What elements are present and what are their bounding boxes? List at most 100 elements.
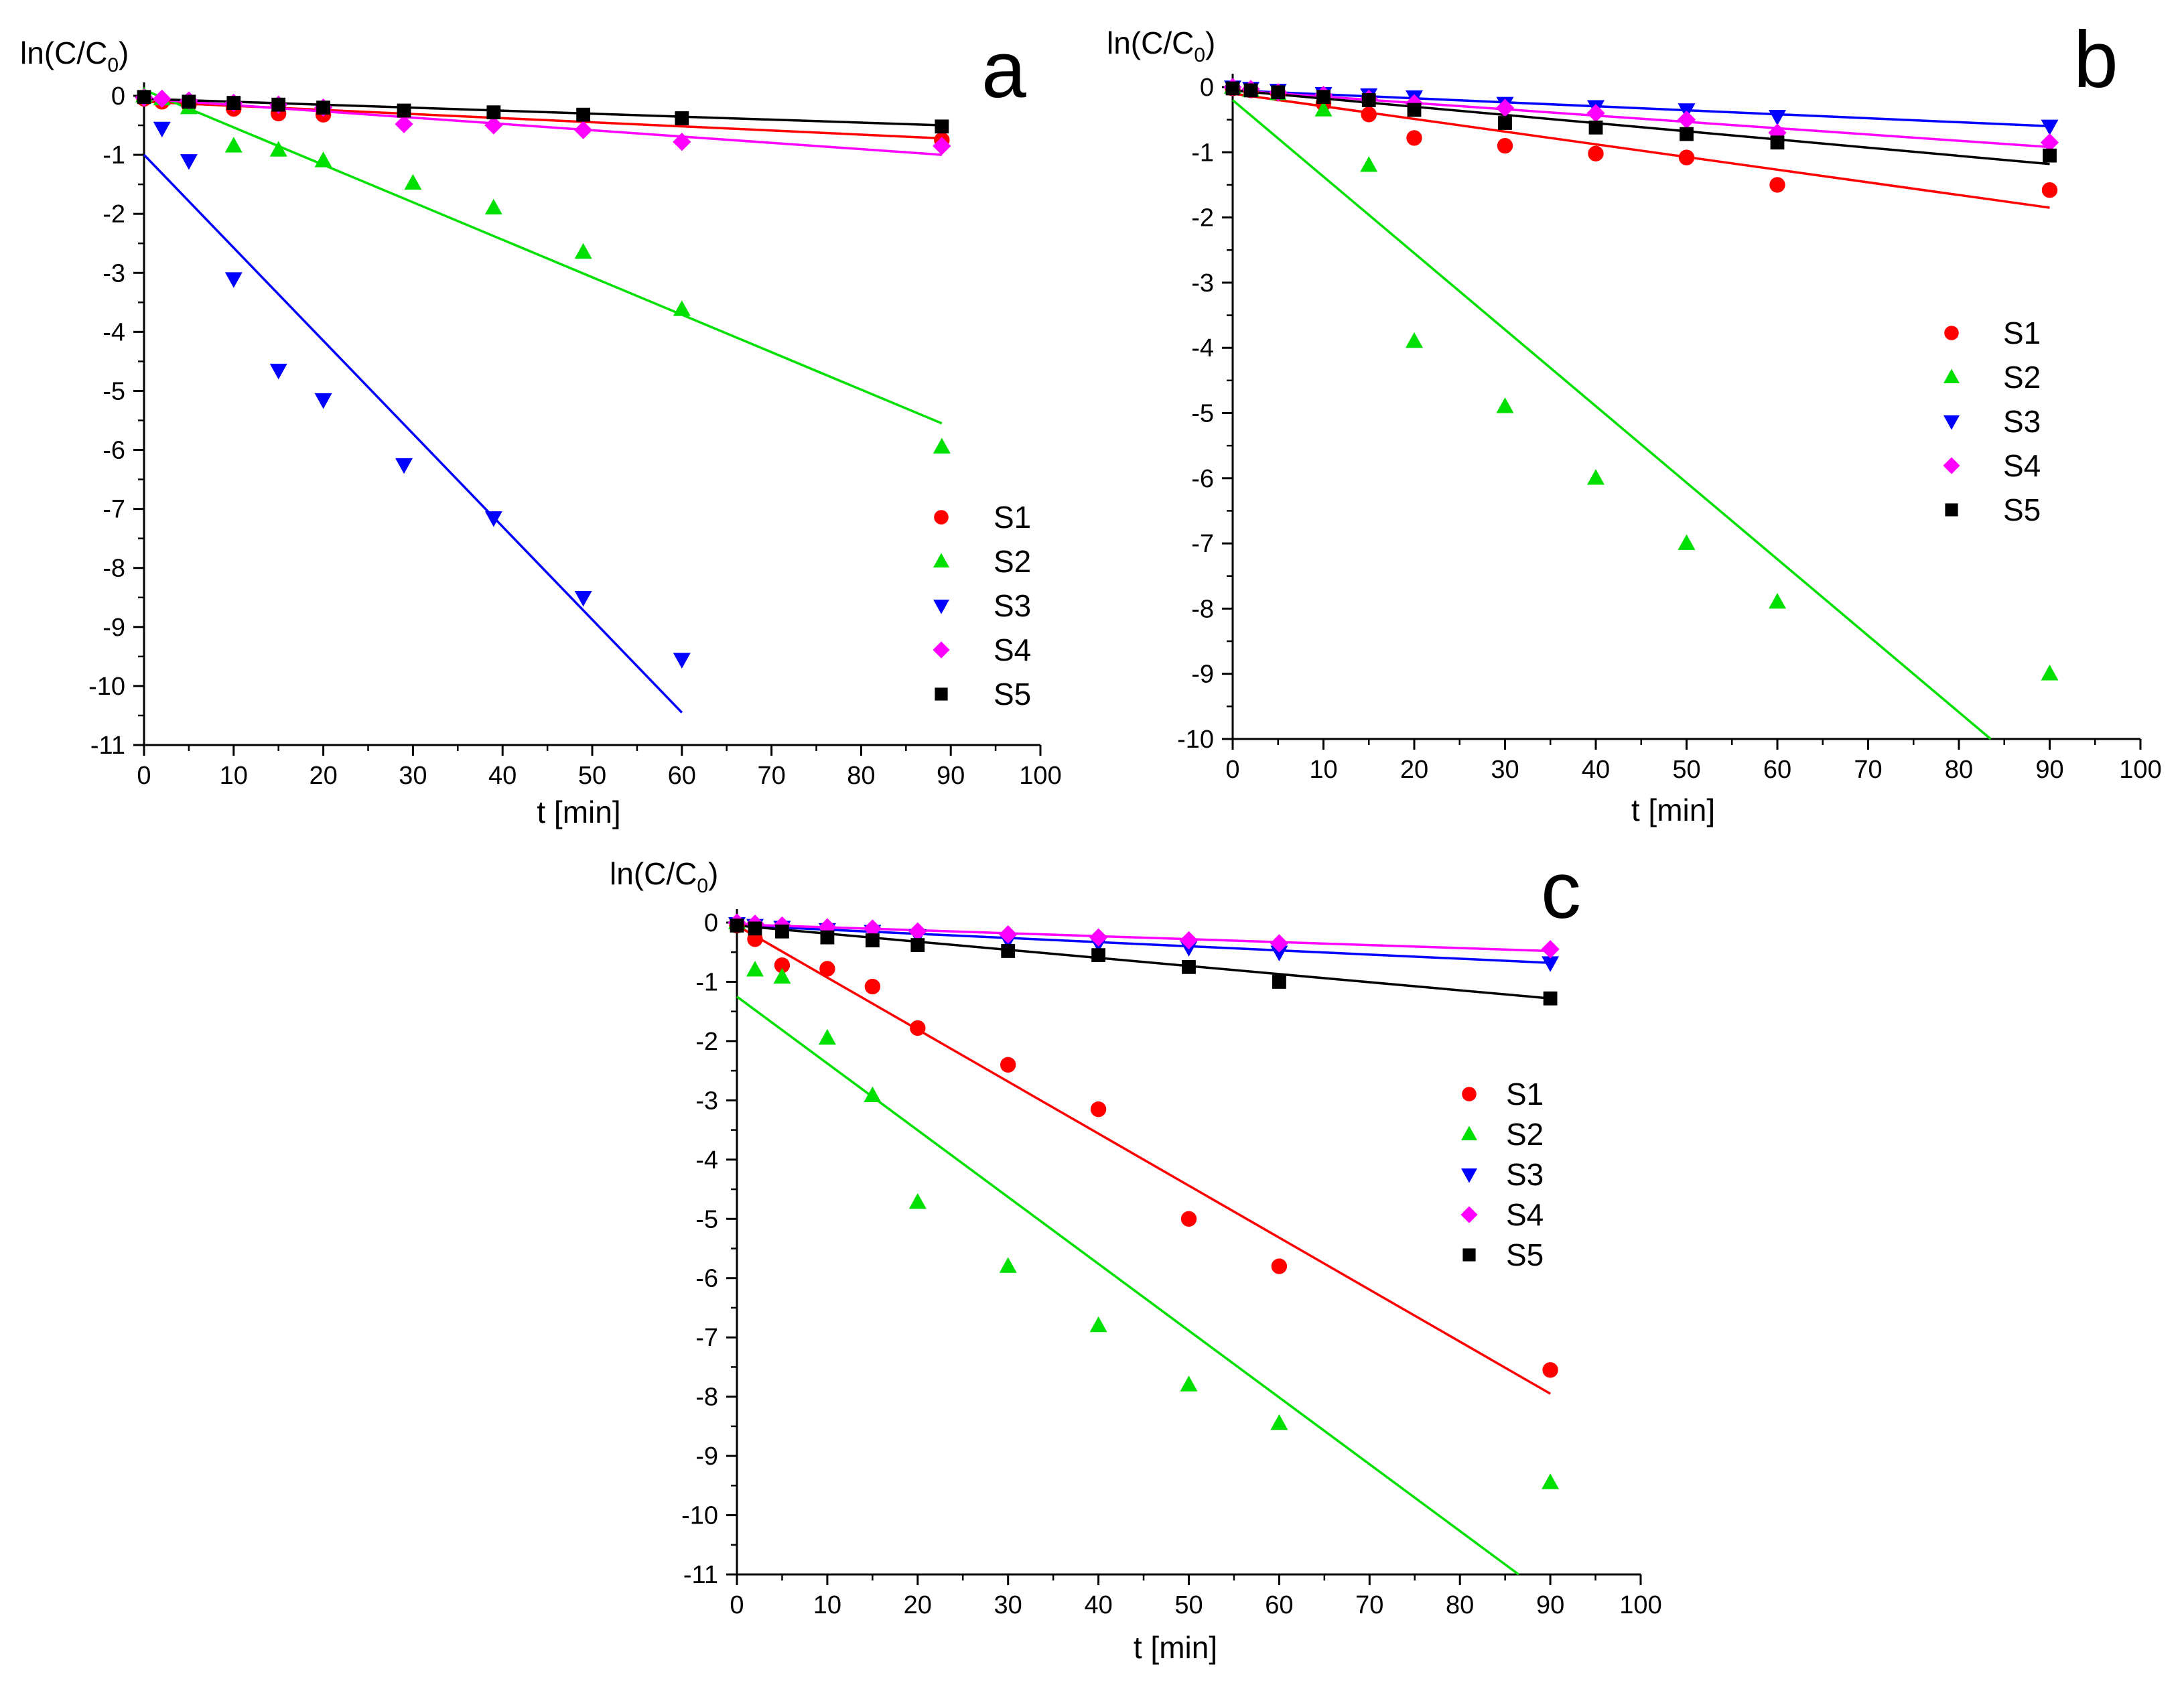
x-tick-label: 0 — [137, 762, 151, 790]
x-tick-label: 70 — [757, 762, 785, 790]
y-tick-label: -7 — [695, 1324, 718, 1352]
data-point-s1 — [2041, 182, 2058, 198]
data-point-s5 — [486, 105, 501, 120]
y-tick-label: -4 — [103, 318, 125, 346]
data-point-s3 — [1769, 110, 1786, 126]
data-point-s2 — [999, 1257, 1017, 1273]
y-tick-label: -10 — [88, 673, 125, 701]
chart-panel-c: c 0 10 20 30 40 50 60 70 80 90 100 0 -1 -2 -3 -4 -5 -6 -7 -… — [610, 846, 1662, 1665]
data-point-s5 — [1361, 93, 1376, 107]
data-point-s4 — [1495, 98, 1515, 117]
x-tick-label: 90 — [2035, 756, 2063, 784]
x-tick-label: 20 — [904, 1591, 932, 1619]
x-tick-label: 10 — [813, 1591, 841, 1619]
data-point-s4 — [153, 89, 172, 109]
data-point-s1 — [1588, 145, 1604, 161]
y-tick-label: -1 — [1191, 139, 1214, 167]
legend-marker-s2 — [1461, 1126, 1477, 1140]
y-axis-title: ln(C/C0) — [610, 856, 718, 897]
data-point-s2 — [864, 1086, 882, 1103]
data-point-s5 — [1316, 90, 1330, 104]
legend-marker-s1 — [1462, 1087, 1477, 1101]
data-point-s5 — [137, 90, 151, 105]
data-point-s5 — [397, 103, 411, 118]
data-point-s1 — [1542, 1362, 1558, 1378]
data-point-s5 — [1680, 127, 1694, 141]
data-point-s2 — [1496, 397, 1514, 413]
y-tick-label: -8 — [1191, 595, 1214, 623]
y-tick-label: -3 — [1191, 269, 1214, 297]
x-tick-label: 70 — [1355, 1591, 1383, 1619]
y-tick-label: 0 — [1200, 74, 1214, 102]
y-tick-label: -10 — [1177, 726, 1214, 754]
x-tick-label: 100 — [1019, 762, 1061, 790]
data-point-s4 — [395, 115, 413, 133]
data-point-s5 — [1243, 83, 1258, 98]
x-tick-label: 40 — [1582, 756, 1610, 784]
data-point-s2 — [773, 967, 791, 984]
y-tick-label: -11 — [90, 732, 125, 760]
data-point-s4 — [863, 919, 882, 938]
data-point-s2 — [1180, 1375, 1198, 1392]
data-point-s4 — [1677, 111, 1696, 129]
panel-b-letter: b — [2073, 15, 2118, 105]
y-tick-label: -11 — [683, 1561, 718, 1589]
x-tick-label: 80 — [1945, 756, 1973, 784]
data-point-s3 — [180, 154, 198, 170]
x-tick-label: 20 — [1400, 756, 1428, 784]
fit-line-s2 — [736, 996, 1519, 1576]
data-point-s2 — [269, 141, 287, 157]
fit-line-s2 — [1231, 99, 1992, 740]
legend-label-s2: S2 — [1506, 1117, 1544, 1152]
data-point-s1 — [1090, 1101, 1107, 1118]
data-point-s1 — [1361, 107, 1377, 123]
data-point-s3 — [484, 511, 502, 527]
legend-label-s4: S4 — [1506, 1197, 1544, 1232]
data-point-s1 — [1497, 137, 1513, 154]
data-point-s4 — [933, 137, 951, 155]
data-point-s3 — [395, 458, 413, 474]
data-point-s4 — [673, 133, 691, 151]
legend-label-s1: S1 — [1506, 1077, 1544, 1111]
y-tick-label: 0 — [111, 82, 125, 111]
x-axis-title: t [min] — [1134, 1630, 1217, 1665]
x-tick-label: 60 — [668, 762, 696, 790]
y-tick-label: -5 — [1191, 400, 1214, 428]
data-point-s4 — [1179, 931, 1199, 950]
data-point-s5 — [576, 107, 591, 122]
data-point-s2 — [1542, 1473, 1560, 1489]
x-tick-label: 40 — [1084, 1591, 1112, 1619]
data-point-s1 — [910, 1020, 926, 1036]
chart-panel-b: b 0 10 20 30 40 50 60 70 80 90 100 0 -1 -2 -3 -4 -5 -6 -7 -… — [1107, 15, 2162, 827]
data-point-s5 — [1225, 81, 1240, 96]
data-point-s3 — [269, 363, 287, 380]
y-tick-label: -5 — [103, 377, 125, 405]
y-tick-label: -10 — [681, 1502, 718, 1530]
legend-marker-s2 — [933, 553, 949, 567]
x-tick-label: 0 — [730, 1591, 744, 1619]
data-point-s3 — [1542, 956, 1560, 972]
data-point-s3 — [673, 653, 691, 669]
x-tick-label: 100 — [1619, 1591, 1661, 1619]
data-point-s5 — [1407, 103, 1422, 117]
data-point-s5 — [820, 930, 835, 945]
legend-label-s1: S1 — [2003, 316, 2041, 350]
data-point-s1 — [864, 978, 881, 995]
y-tick-label: -5 — [695, 1205, 718, 1233]
legend-marker-s1 — [1944, 326, 1959, 340]
data-point-s5 — [1182, 959, 1196, 974]
legend-marker-s3 — [933, 600, 949, 614]
legend-marker-s5 — [1462, 1248, 1476, 1262]
legend-label-s2: S2 — [994, 544, 1031, 579]
data-point-s5 — [910, 938, 925, 953]
data-point-s2 — [908, 1193, 927, 1209]
data-point-s5 — [182, 94, 196, 109]
legend-label-s3: S3 — [1506, 1157, 1544, 1192]
data-point-s5 — [1543, 991, 1558, 1006]
data-point-s3 — [2041, 119, 2059, 136]
y-tick-label: -4 — [1191, 334, 1214, 362]
x-axis-title: t [min] — [537, 795, 620, 829]
data-point-s2 — [574, 243, 592, 259]
x-tick-label: 30 — [1491, 756, 1519, 784]
